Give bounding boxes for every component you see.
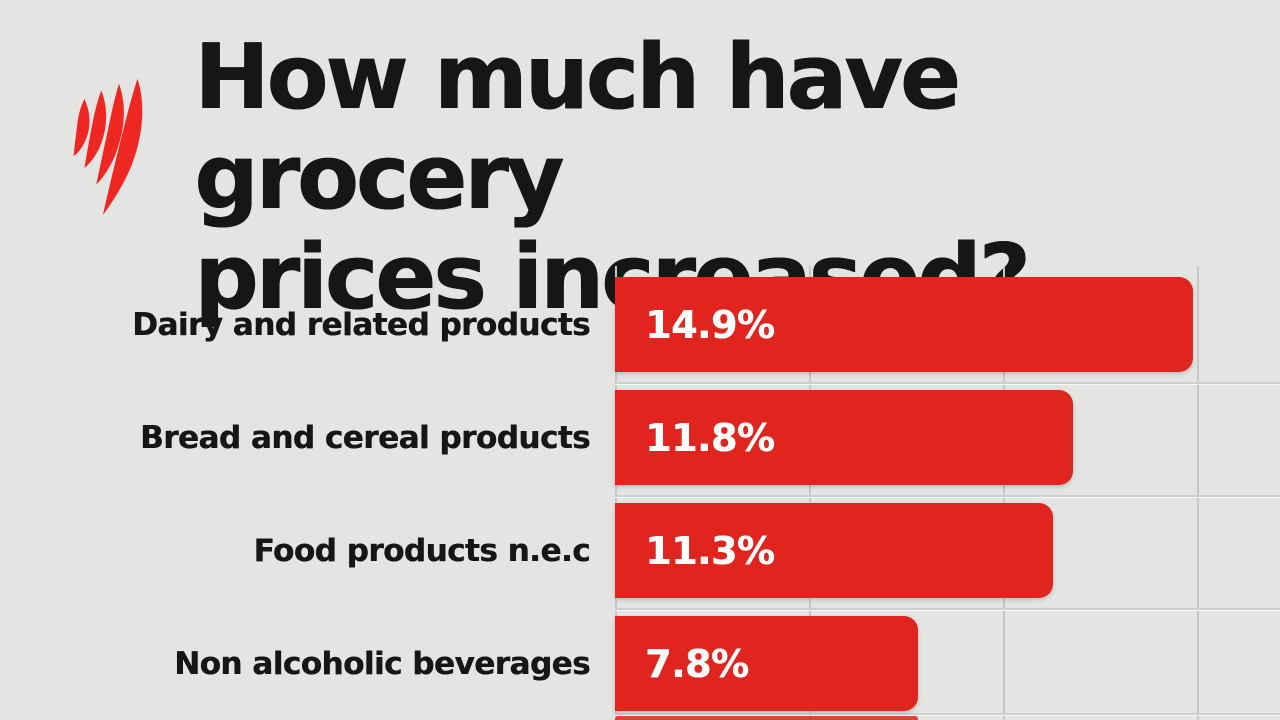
category-label: Non alcoholic beverages (174, 645, 590, 682)
vertical-gridline (1003, 266, 1005, 720)
horizontal-gridline (615, 713, 1280, 715)
bar-value-label: 7.8% (645, 641, 749, 686)
horizontal-gridline (615, 608, 1280, 610)
bar: 7.8% (615, 616, 918, 711)
vertical-gridline (809, 266, 811, 720)
category-label: Dairy and related products (132, 306, 590, 343)
category-label: Food products n.e.c (253, 532, 591, 569)
bar: 11.3% (615, 503, 1054, 598)
sbs-logo-icon (73, 78, 143, 215)
horizontal-gridline (615, 495, 1280, 497)
bar: 11.8% (615, 390, 1073, 485)
bar: 14.9% (615, 277, 1194, 372)
bar-value-label: 11.3% (645, 528, 775, 573)
category-label: Bread and cereal products (139, 419, 591, 456)
bar-value-label: 11.8% (645, 415, 775, 460)
sbs-logo-flames (73, 78, 143, 215)
page-title-line-1: How much have grocery (194, 25, 961, 230)
bar-value-label: 14.9% (645, 302, 775, 347)
vertical-gridline (1197, 266, 1199, 720)
horizontal-gridline (615, 382, 1280, 384)
partial-bar-cutoff (615, 716, 918, 720)
vertical-gridline (615, 266, 617, 720)
